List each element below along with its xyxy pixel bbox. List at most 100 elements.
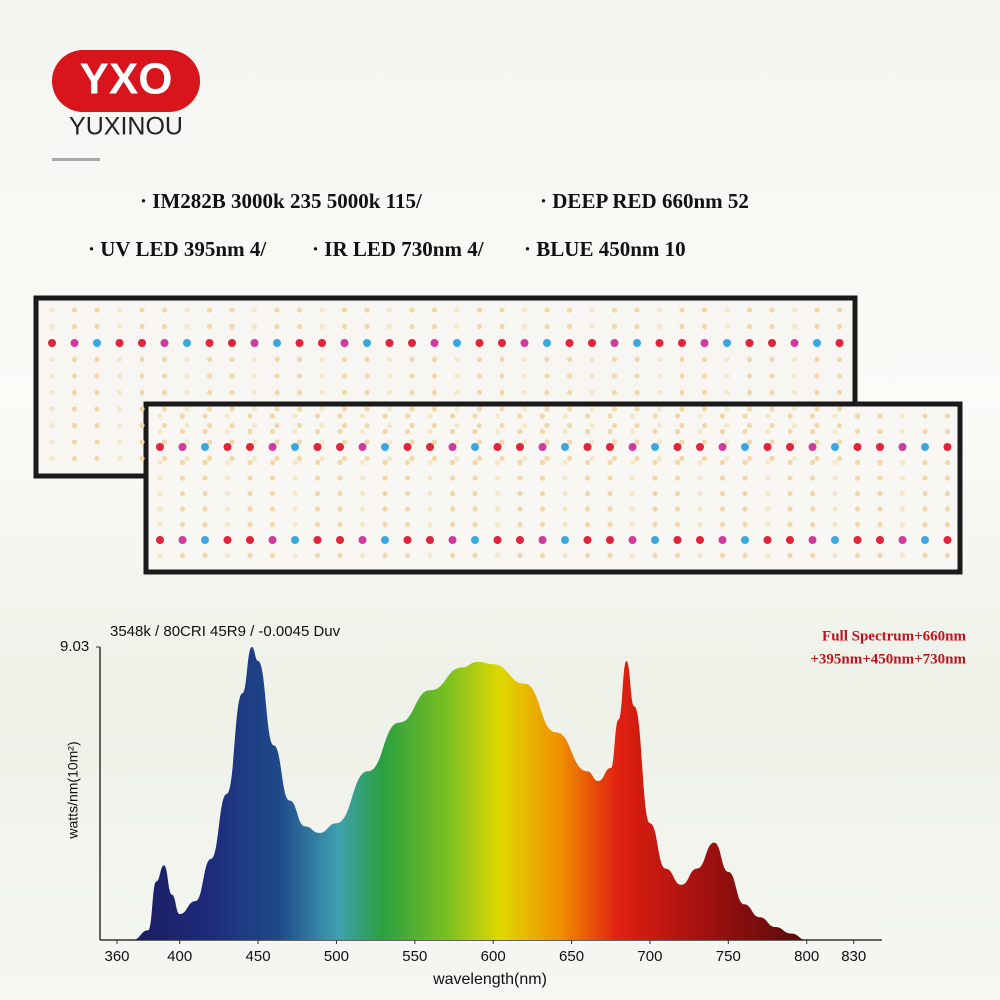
led — [449, 428, 456, 435]
led — [71, 373, 78, 379]
led — [814, 439, 820, 445]
led — [494, 506, 501, 512]
led — [565, 339, 574, 347]
led — [719, 459, 726, 466]
led — [589, 455, 595, 462]
led — [472, 552, 478, 559]
x-tick-label: 550 — [402, 948, 427, 965]
led — [606, 536, 614, 544]
led — [499, 406, 505, 412]
led — [292, 428, 298, 435]
led — [139, 323, 145, 330]
led — [274, 406, 280, 412]
led — [746, 406, 753, 412]
led — [94, 406, 100, 412]
led — [116, 455, 123, 462]
led — [611, 389, 618, 396]
led — [499, 307, 505, 313]
led — [178, 443, 187, 451]
led — [516, 443, 524, 451]
led — [768, 339, 776, 347]
led — [700, 339, 709, 347]
led — [539, 413, 546, 419]
led — [295, 339, 304, 347]
led — [921, 443, 929, 451]
led — [139, 356, 145, 363]
led — [701, 455, 708, 462]
led — [471, 536, 479, 544]
led — [223, 536, 232, 544]
led — [791, 455, 798, 462]
led — [139, 406, 145, 412]
led — [273, 339, 281, 347]
led — [179, 506, 186, 512]
led — [517, 428, 523, 435]
led — [292, 475, 298, 481]
led — [359, 459, 366, 466]
led — [274, 373, 280, 379]
led — [835, 339, 844, 347]
led — [674, 521, 681, 528]
led — [179, 475, 186, 481]
led — [899, 475, 906, 481]
led — [93, 339, 101, 347]
led — [652, 428, 658, 435]
led — [49, 422, 55, 429]
led — [337, 475, 343, 481]
led — [228, 339, 236, 347]
led — [224, 459, 231, 466]
led — [269, 506, 276, 512]
led — [790, 339, 799, 347]
led — [296, 389, 303, 396]
led — [472, 490, 478, 497]
led — [520, 339, 529, 347]
led — [544, 389, 550, 396]
led — [499, 389, 505, 396]
led — [922, 490, 928, 497]
led — [832, 459, 838, 466]
led — [179, 521, 186, 528]
led — [49, 356, 55, 363]
led — [156, 536, 164, 544]
led — [184, 356, 190, 363]
x-tick-label: 750 — [716, 948, 741, 965]
led — [202, 459, 208, 466]
led — [314, 459, 321, 466]
led — [656, 356, 663, 363]
led — [94, 356, 100, 363]
led — [449, 506, 456, 512]
led — [610, 339, 619, 347]
led — [701, 323, 708, 330]
led — [539, 506, 546, 512]
led — [296, 422, 303, 429]
led — [787, 459, 793, 466]
led — [247, 490, 253, 497]
led — [454, 422, 460, 429]
led — [403, 536, 412, 544]
x-tick-label: 500 — [324, 948, 349, 965]
led — [854, 506, 861, 512]
led — [944, 552, 951, 559]
led — [679, 455, 685, 462]
led — [49, 323, 55, 330]
led — [364, 455, 370, 462]
led — [764, 459, 771, 466]
led — [359, 506, 366, 512]
led — [809, 506, 816, 512]
feature-text: IR LED 730nm 4/ — [324, 237, 484, 261]
led — [319, 373, 325, 379]
led — [386, 439, 393, 445]
led — [742, 490, 748, 497]
led — [116, 373, 123, 379]
led — [679, 356, 685, 363]
led — [454, 406, 460, 412]
led — [786, 536, 794, 544]
led — [634, 356, 640, 363]
led — [584, 521, 591, 528]
led — [116, 422, 123, 429]
led — [431, 439, 438, 445]
led — [832, 428, 838, 435]
led — [944, 521, 951, 528]
led — [341, 455, 348, 462]
spectrum-chart: 3548k / 80CRI 45R9 / -0.0045 Duv Full Sp… — [60, 623, 967, 988]
